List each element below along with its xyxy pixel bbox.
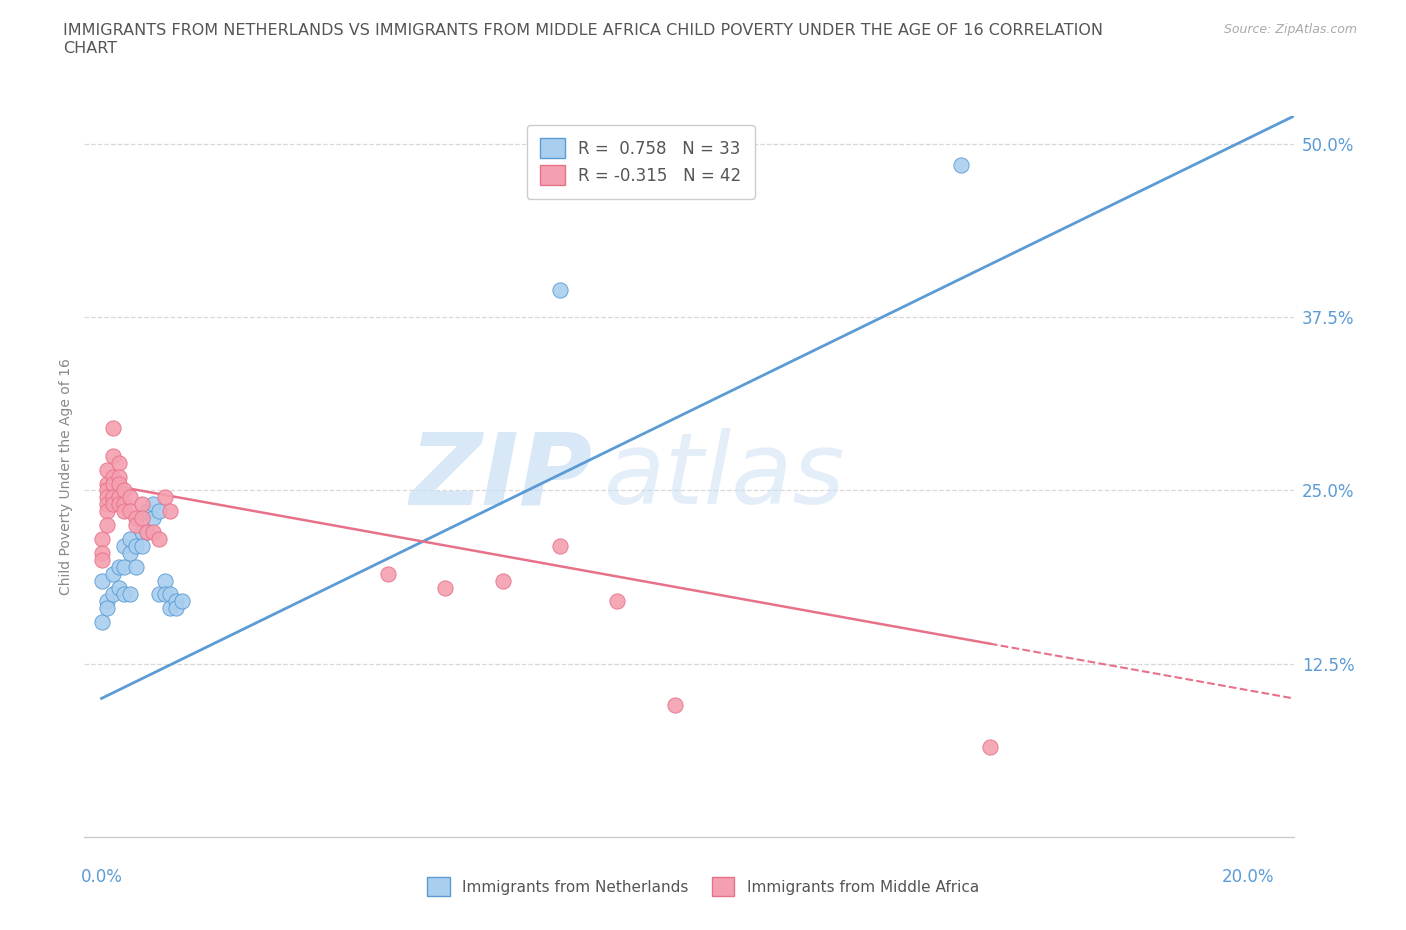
Point xyxy=(101,497,124,512)
Point xyxy=(142,525,165,539)
Point xyxy=(377,566,399,581)
Point xyxy=(120,587,142,602)
Point xyxy=(96,594,118,609)
Point xyxy=(96,497,118,512)
Point xyxy=(107,490,129,505)
Point xyxy=(101,490,124,505)
Text: Source: ZipAtlas.com: Source: ZipAtlas.com xyxy=(1223,23,1357,36)
Point xyxy=(114,538,136,553)
Point xyxy=(107,469,129,484)
Point xyxy=(96,476,118,491)
Legend: R =  0.758   N = 33, R = -0.315   N = 42: R = 0.758 N = 33, R = -0.315 N = 42 xyxy=(526,125,755,199)
Point xyxy=(125,538,148,553)
Y-axis label: Child Poverty Under the Age of 16: Child Poverty Under the Age of 16 xyxy=(59,358,73,595)
Point xyxy=(165,601,187,616)
Point xyxy=(136,504,159,519)
Point xyxy=(101,476,124,491)
Text: 20.0%: 20.0% xyxy=(1222,868,1274,885)
Point xyxy=(548,538,571,553)
Text: 0.0%: 0.0% xyxy=(80,868,122,885)
Text: ZIP: ZIP xyxy=(409,428,592,525)
Point xyxy=(159,587,181,602)
Point xyxy=(136,525,159,539)
Point xyxy=(114,497,136,512)
Point xyxy=(120,532,142,547)
Point xyxy=(101,587,124,602)
Point xyxy=(170,594,193,609)
Point xyxy=(142,497,165,512)
Point xyxy=(159,601,181,616)
Point xyxy=(148,504,170,519)
Point xyxy=(114,504,136,519)
Legend: Immigrants from Netherlands, Immigrants from Middle Africa: Immigrants from Netherlands, Immigrants … xyxy=(419,870,987,904)
Point xyxy=(125,518,148,533)
Point xyxy=(101,448,124,463)
Point xyxy=(120,545,142,560)
Point xyxy=(125,559,148,574)
Point xyxy=(131,497,153,512)
Point xyxy=(131,538,153,553)
Point xyxy=(101,420,124,435)
Point xyxy=(101,469,124,484)
Point xyxy=(101,566,124,581)
Point xyxy=(153,490,176,505)
Point xyxy=(142,511,165,525)
Point xyxy=(159,504,181,519)
Point xyxy=(107,559,129,574)
Point xyxy=(165,594,187,609)
Point xyxy=(606,594,628,609)
Text: IMMIGRANTS FROM NETHERLANDS VS IMMIGRANTS FROM MIDDLE AFRICA CHILD POVERTY UNDER: IMMIGRANTS FROM NETHERLANDS VS IMMIGRANT… xyxy=(63,23,1104,56)
Point xyxy=(148,587,170,602)
Point xyxy=(96,490,118,505)
Point xyxy=(120,504,142,519)
Point xyxy=(950,157,973,172)
Point xyxy=(492,573,515,588)
Point xyxy=(434,580,457,595)
Point xyxy=(125,511,148,525)
Point xyxy=(96,518,118,533)
Point xyxy=(90,545,112,560)
Point xyxy=(153,573,176,588)
Point xyxy=(664,698,686,712)
Point xyxy=(96,462,118,477)
Point xyxy=(96,483,118,498)
Point xyxy=(96,504,118,519)
Point xyxy=(114,483,136,498)
Point xyxy=(114,587,136,602)
Point xyxy=(107,476,129,491)
Point xyxy=(107,497,129,512)
Point xyxy=(148,532,170,547)
Point xyxy=(90,552,112,567)
Point xyxy=(90,573,112,588)
Point xyxy=(131,511,153,525)
Point xyxy=(90,532,112,547)
Point xyxy=(96,601,118,616)
Text: atlas: atlas xyxy=(605,428,846,525)
Point xyxy=(120,490,142,505)
Point xyxy=(90,615,112,630)
Point xyxy=(153,587,176,602)
Point xyxy=(131,525,153,539)
Point xyxy=(979,739,1001,754)
Point xyxy=(548,282,571,297)
Point xyxy=(136,525,159,539)
Point xyxy=(107,580,129,595)
Point xyxy=(107,456,129,471)
Point xyxy=(114,559,136,574)
